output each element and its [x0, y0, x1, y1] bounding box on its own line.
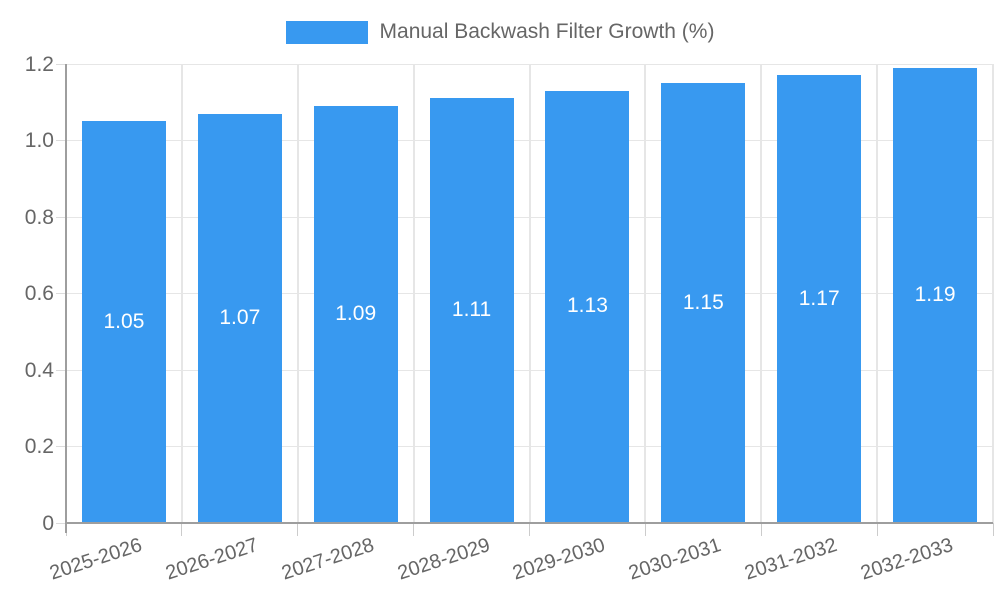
x-tick-mark	[992, 523, 994, 536]
bar-value-label: 1.13	[567, 294, 608, 318]
bar-2032-2033[interactable]: 1.19	[893, 67, 978, 522]
y-axis-line	[65, 64, 67, 533]
x-tick-mark	[760, 523, 762, 536]
x-gridline	[180, 64, 183, 523]
bar-2027-2028[interactable]: 1.09	[313, 106, 398, 522]
x-tick-mark	[876, 523, 878, 536]
bar-value-label: 1.07	[219, 305, 261, 329]
bar-value-label: 1.17	[798, 286, 840, 310]
bar-2025-2026[interactable]: 1.05	[81, 121, 166, 522]
x-tick-mark	[297, 523, 299, 536]
bar-2026-2027[interactable]: 1.07	[197, 113, 282, 522]
y-tick-mark	[56, 293, 66, 294]
bar-2029-2030[interactable]: 1.13	[545, 90, 630, 522]
bar-2028-2029[interactable]: 1.11	[429, 98, 514, 522]
y-axis-tick-label: 1.0	[24, 129, 54, 152]
bar-2030-2031[interactable]: 1.15	[661, 83, 746, 522]
y-tick-mark	[56, 63, 66, 65]
legend-swatch	[285, 20, 368, 44]
y-tick-mark	[56, 216, 66, 218]
x-gridline	[992, 64, 994, 523]
y-tick-mark	[56, 446, 66, 447]
y-tick-mark	[56, 522, 66, 524]
x-tick-mark	[181, 523, 183, 536]
y-axis-tick-label: 0.8	[24, 205, 54, 229]
legend[interactable]: Manual Backwash Filter Growth (%)	[0, 20, 1000, 44]
x-gridline	[876, 64, 879, 523]
bar-value-label: 1.05	[103, 309, 145, 333]
y-tick-mark	[56, 140, 66, 141]
x-gridline	[644, 64, 647, 523]
x-tick-mark	[529, 523, 530, 536]
x-tick-mark	[413, 523, 415, 536]
x-tick-mark	[644, 523, 646, 536]
bar-2031-2032[interactable]: 1.17	[777, 75, 862, 522]
y-axis-tick-label: 0.2	[24, 435, 54, 458]
bar-value-label: 1.11	[451, 298, 492, 322]
x-gridline	[528, 64, 531, 523]
bar-value-label: 1.15	[682, 290, 724, 314]
y-axis-tick-label: 0.4	[24, 358, 54, 382]
y-axis-tick-label: 0.6	[24, 282, 54, 305]
x-gridline	[296, 64, 299, 523]
x-gridline	[760, 64, 763, 523]
y-axis-tick-label: 0	[42, 511, 54, 535]
x-axis-line	[66, 522, 993, 524]
bar-value-label: 1.09	[335, 302, 377, 326]
x-gridline	[412, 64, 415, 523]
y-axis-tick-label: 1.2	[24, 52, 54, 76]
bar-value-label: 1.19	[914, 282, 956, 306]
y-tick-mark	[56, 369, 66, 371]
legend-label: Manual Backwash Filter Growth (%)	[379, 20, 715, 43]
